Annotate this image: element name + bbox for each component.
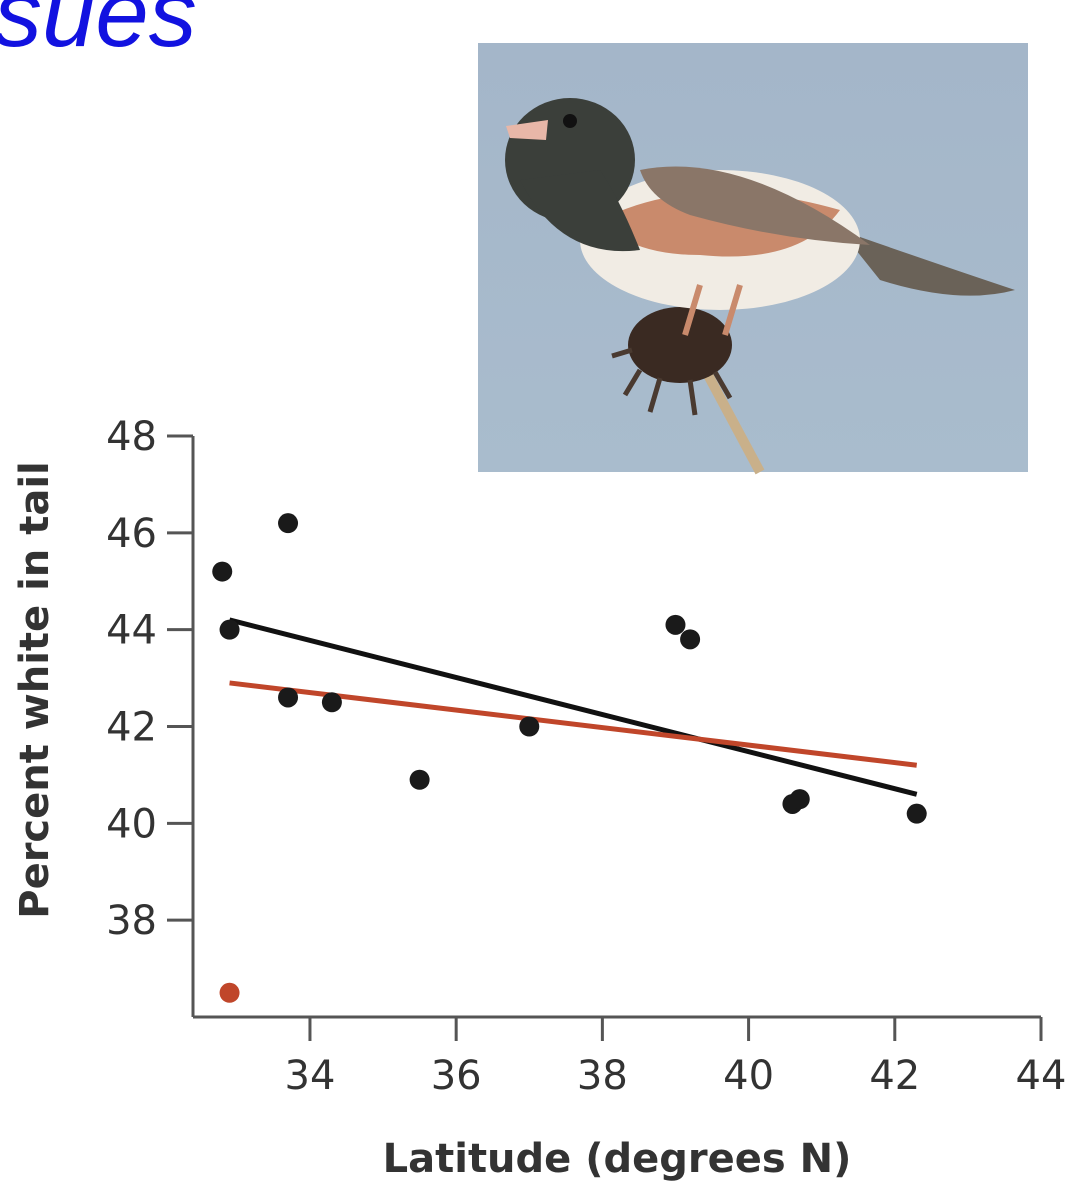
y-ticks: 38 40 42 44 46 48 — [106, 414, 193, 944]
y-tick-label: 40 — [106, 801, 157, 847]
x-tick-label: 44 — [1016, 1053, 1067, 1099]
junco-photo — [478, 43, 1028, 475]
x-tick-label: 34 — [285, 1053, 336, 1099]
y-tick-label: 42 — [106, 705, 157, 751]
data-point — [278, 687, 299, 708]
y-tick-label: 38 — [106, 898, 157, 944]
data-point — [278, 513, 299, 534]
y-tick-label: 48 — [106, 414, 157, 460]
data-point — [906, 803, 927, 824]
y-axis-title: Percent white in tail — [12, 461, 58, 919]
heading-fragment: sues — [0, 0, 197, 67]
x-tick-label: 36 — [431, 1053, 482, 1099]
x-tick-label: 38 — [577, 1053, 628, 1099]
data-point — [219, 982, 240, 1003]
y-tick-label: 44 — [106, 608, 157, 654]
x-ticks: 34 36 38 40 42 44 — [285, 1017, 1067, 1099]
data-points — [212, 513, 927, 1003]
fit-lines — [228, 617, 918, 797]
data-point — [680, 629, 701, 650]
regression-line — [228, 617, 918, 797]
data-point — [212, 561, 233, 582]
x-tick-label: 42 — [869, 1053, 920, 1099]
data-point — [519, 716, 540, 737]
data-point — [789, 789, 810, 810]
regression-line — [229, 680, 918, 768]
y-tick-label: 46 — [106, 511, 157, 557]
axes — [191, 436, 1041, 1019]
data-point — [665, 614, 686, 635]
data-point — [219, 619, 240, 640]
x-axis-title: Latitude (degrees N) — [383, 1136, 852, 1182]
x-tick-label: 40 — [723, 1053, 774, 1099]
data-point — [321, 692, 342, 713]
data-point — [409, 769, 430, 790]
